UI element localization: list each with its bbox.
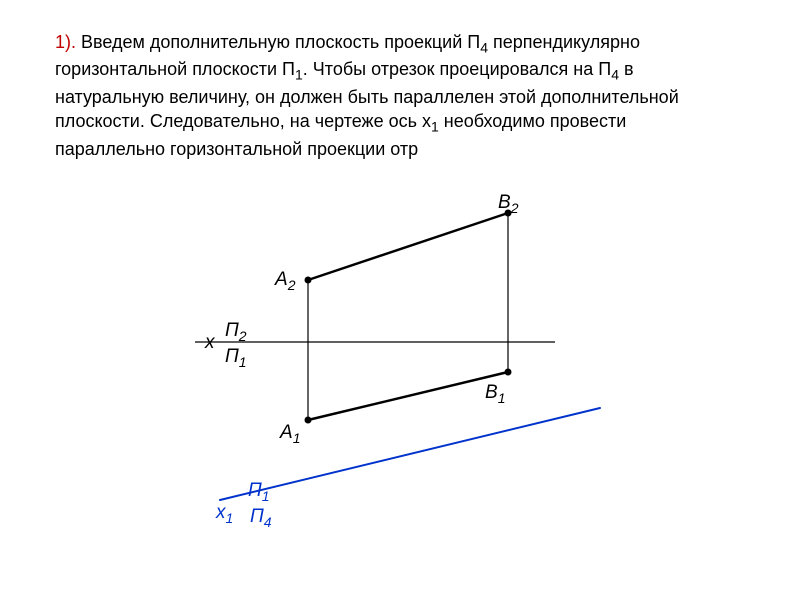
label-P2: П2 xyxy=(225,320,247,344)
diagram-svg: A2B2A1B1xП2П1x1П1П4 xyxy=(0,0,800,600)
label-A1: A1 xyxy=(279,422,300,446)
label-B1: B1 xyxy=(485,382,505,406)
label-x1: x1 xyxy=(215,502,233,526)
point-A2 xyxy=(305,277,312,284)
point-B1 xyxy=(505,369,512,376)
segment-A2B2 xyxy=(308,213,508,280)
label-P1: П1 xyxy=(225,346,247,370)
label-A2: A2 xyxy=(274,269,296,293)
label-P1b: П1 xyxy=(248,480,270,504)
x1-axis xyxy=(220,408,600,500)
label-P4: П4 xyxy=(250,506,272,530)
point-A1 xyxy=(305,417,312,424)
label-x: x xyxy=(204,332,216,353)
page: 1). Введем дополнительную плоскость прое… xyxy=(0,0,800,600)
label-B2: B2 xyxy=(498,192,519,216)
segment-A1B1 xyxy=(308,372,508,420)
